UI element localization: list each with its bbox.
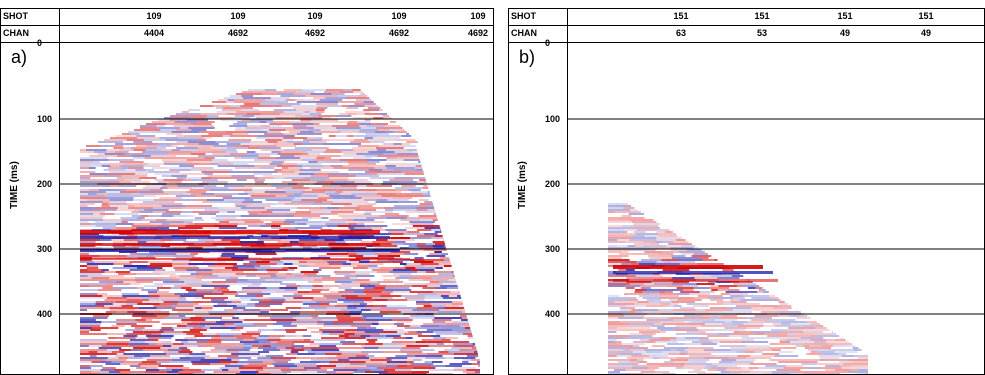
y-axis-label: TIME (ms)	[9, 161, 20, 209]
y-tick: 100	[37, 114, 52, 124]
shot-value: 109	[470, 11, 485, 21]
chan-value: 4404	[144, 28, 164, 38]
shot-header-row: SHOT 109 109 109 109 109	[1, 9, 493, 26]
shot-value: 151	[754, 11, 769, 21]
chan-value: 53	[757, 28, 767, 38]
y-tick: 200	[545, 179, 560, 189]
chan-value: 49	[921, 28, 931, 38]
y-tick: 300	[545, 244, 560, 254]
y-tick: 0	[37, 38, 42, 48]
y-tick: 200	[37, 179, 52, 189]
seismic-traces	[568, 43, 984, 374]
chan-label: CHAN	[3, 28, 29, 38]
chan-value: 4692	[228, 28, 248, 38]
seismic-panel-b: SHOT 151 151 151 151 CHAN 63 53 49 49 b)…	[508, 8, 985, 375]
seismic-panel-a: SHOT 109 109 109 109 109 CHAN 4404 4692 …	[0, 8, 494, 375]
chan-label: CHAN	[511, 28, 537, 38]
y-tick: 100	[545, 114, 560, 124]
chan-value: 63	[676, 28, 686, 38]
shot-header-row: SHOT 151 151 151 151	[509, 9, 984, 26]
chan-header-row: CHAN 63 53 49 49	[509, 26, 984, 43]
chan-value: 4692	[468, 28, 488, 38]
chan-value: 49	[840, 28, 850, 38]
seismic-plot-area	[568, 43, 984, 374]
shot-value: 109	[307, 11, 322, 21]
seismic-texture	[608, 203, 868, 374]
seismic-traces	[60, 43, 493, 374]
y-tick: 0	[545, 38, 550, 48]
shot-value: 151	[918, 11, 933, 21]
shot-value: 151	[673, 11, 688, 21]
shot-value: 109	[391, 11, 406, 21]
y-axis-label: TIME (ms)	[517, 161, 528, 209]
y-tick: 400	[37, 309, 52, 319]
seismic-plot-area	[60, 43, 493, 374]
shot-label: SHOT	[511, 11, 536, 21]
chan-value: 4692	[305, 28, 325, 38]
panel-label: b)	[519, 47, 535, 68]
chan-header-row: CHAN 4404 4692 4692 4692 4692	[1, 26, 493, 43]
y-tick: 300	[37, 244, 52, 254]
panel-label: a)	[11, 47, 27, 68]
shot-value: 109	[146, 11, 161, 21]
chan-value: 4692	[389, 28, 409, 38]
seismic-texture	[80, 89, 480, 374]
shot-value: 151	[837, 11, 852, 21]
shot-label: SHOT	[3, 11, 28, 21]
y-tick: 400	[545, 309, 560, 319]
shot-value: 109	[230, 11, 245, 21]
